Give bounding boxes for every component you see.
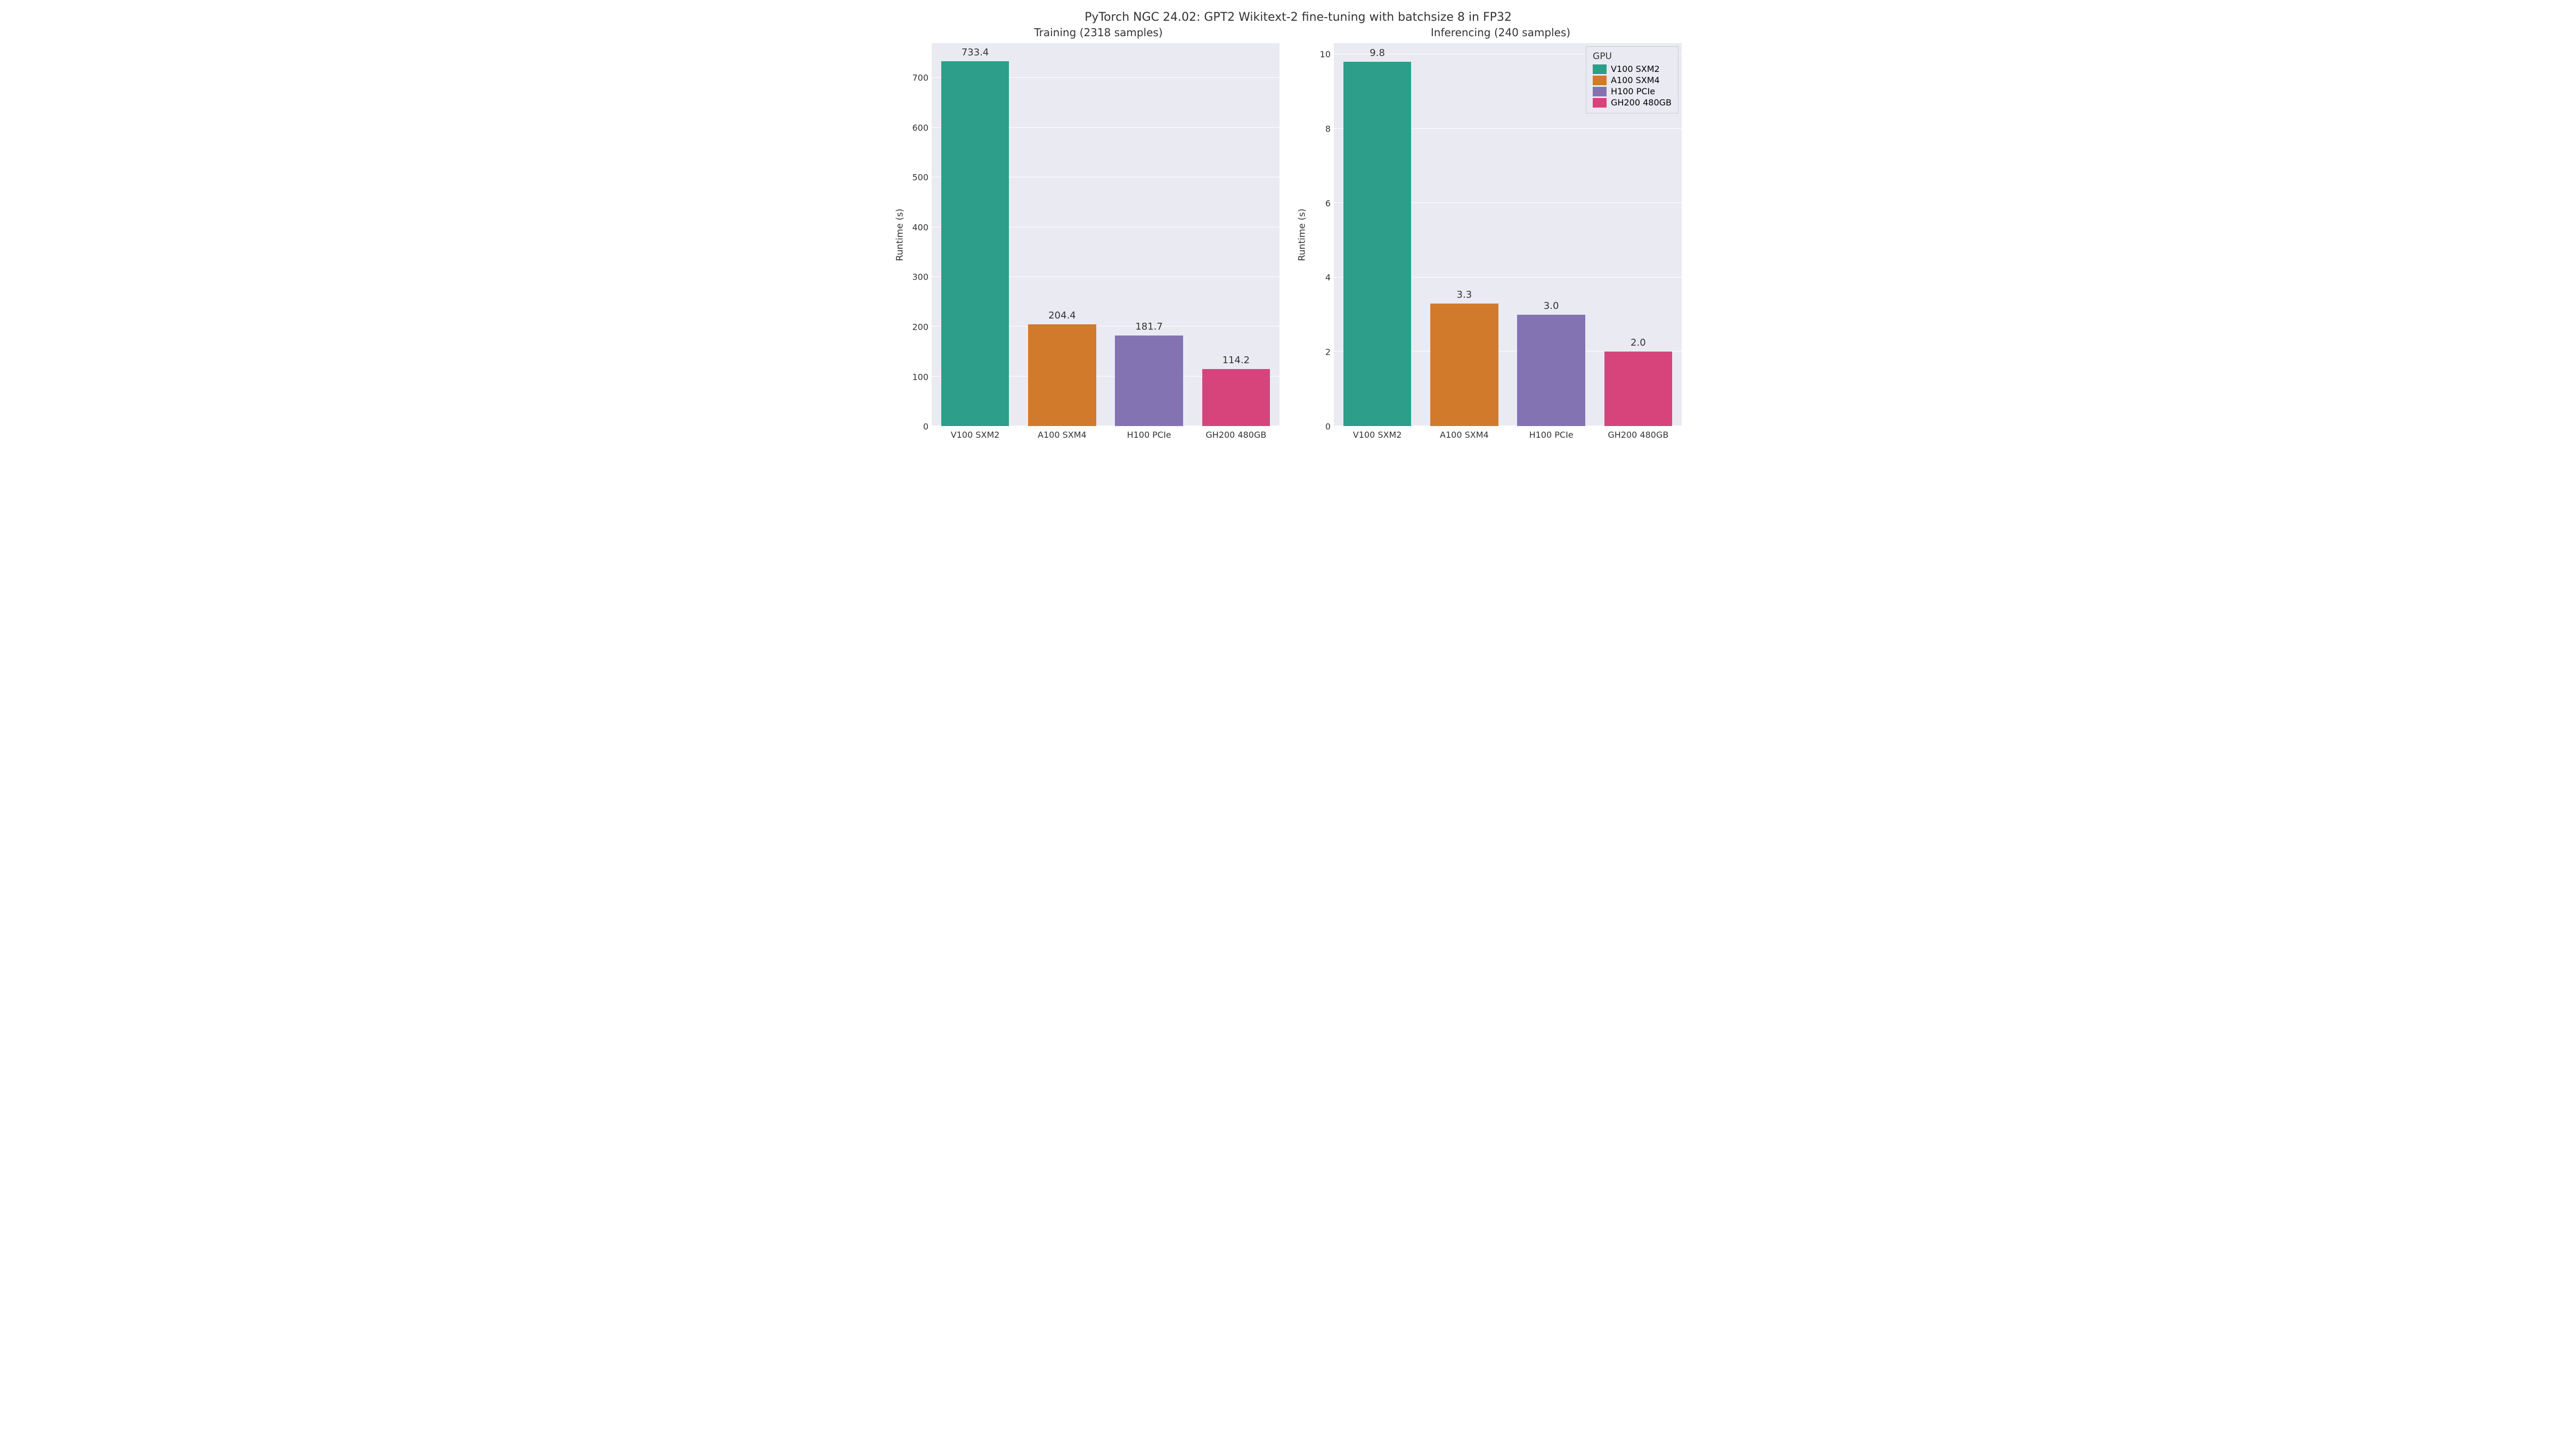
bar-slot: 181.7 <box>1106 43 1193 426</box>
bar: 114.2 <box>1202 369 1270 426</box>
legend-swatch <box>1593 98 1607 108</box>
ytick-label: 6 <box>1325 198 1331 208</box>
ytick-label: 4 <box>1325 273 1331 283</box>
bar-value-label: 3.3 <box>1457 289 1472 304</box>
panel-title: Training (2318 samples) <box>917 26 1280 39</box>
ytick-label: 0 <box>1325 422 1331 432</box>
ytick-label: 400 <box>912 222 928 232</box>
plot-row: Runtime (s)02468109.83.33.02.0GPUV100 SX… <box>1295 43 1682 427</box>
ytick-column: 0100200300400500600700 <box>906 43 932 427</box>
figure-suptitle: PyTorch NGC 24.02: GPT2 Wikitext-2 fine-… <box>915 11 1682 24</box>
xtick-label: H100 PCIe <box>1508 427 1595 440</box>
ytick-label: 100 <box>912 372 928 382</box>
y-axis-label: Runtime (s) <box>894 209 905 261</box>
xtick-label: V100 SXM2 <box>932 427 1018 440</box>
ylabel-cell: Runtime (s) <box>1295 43 1308 427</box>
ytick-label: 10 <box>1320 49 1331 59</box>
xtick-label: V100 SXM2 <box>1334 427 1421 440</box>
legend-item: V100 SXM2 <box>1593 64 1672 74</box>
bar-value-label: 733.4 <box>961 47 989 61</box>
figure: PyTorch NGC 24.02: GPT2 Wikitext-2 fine-… <box>893 11 1682 440</box>
ytick-label: 2 <box>1325 347 1331 357</box>
legend-swatch <box>1593 64 1607 74</box>
ytick-label: 700 <box>912 73 928 83</box>
legend-label: V100 SXM2 <box>1611 64 1660 74</box>
legend-swatch <box>1593 87 1607 96</box>
bar-slot: 3.0 <box>1508 43 1595 426</box>
bar: 3.0 <box>1517 315 1585 426</box>
xtick-label: GH200 480GB <box>1193 427 1280 440</box>
legend-title: GPU <box>1593 51 1672 62</box>
ytick-label: 300 <box>912 272 928 282</box>
panel-0: Training (2318 samples) Runtime (s) 0 100 20… <box>893 26 1280 440</box>
panel-1: Inferencing (240 samples) Runtime (s) 0 2 4 6… <box>1295 26 1682 440</box>
bar-value-label: 9.8 <box>1370 47 1385 62</box>
bar-slot: 204.4 <box>1018 43 1105 426</box>
legend-swatch <box>1593 76 1607 85</box>
legend-label: GH200 480GB <box>1611 97 1672 108</box>
bar: 3.3 <box>1430 304 1498 426</box>
panels-container: Training (2318 samples)Runtime (s)010020… <box>893 26 1682 440</box>
legend-item: H100 PCIe <box>1593 86 1672 96</box>
xtick-label: A100 SXM4 <box>1421 427 1507 440</box>
bar: 733.4 <box>941 61 1009 426</box>
ytick-label: 200 <box>912 322 928 332</box>
ylabel-cell: Runtime (s) <box>893 43 906 427</box>
bar-value-label: 204.4 <box>1048 310 1076 324</box>
y-axis-label: Runtime (s) <box>1297 209 1307 261</box>
xtick-row: V100 SXM2A100 SXM4H100 PCIeGH200 480GB <box>932 427 1280 440</box>
bar-slot: 9.8 <box>1334 43 1421 426</box>
xtick-label: A100 SXM4 <box>1018 427 1105 440</box>
bar-value-label: 3.0 <box>1544 300 1559 315</box>
bar: 204.4 <box>1028 324 1096 426</box>
bar-value-label: 2.0 <box>1631 337 1646 351</box>
xtick-row: V100 SXM2A100 SXM4H100 PCIeGH200 480GB <box>1334 427 1682 440</box>
bar-value-label: 114.2 <box>1223 355 1250 369</box>
ytick-label: 8 <box>1325 124 1331 134</box>
bar-value-label: 181.7 <box>1135 321 1163 336</box>
panel-title: Inferencing (240 samples) <box>1319 26 1682 39</box>
ytick-label: 600 <box>912 122 928 133</box>
ytick-label: 500 <box>912 173 928 183</box>
bar-slot: 3.3 <box>1421 43 1507 426</box>
bar-slot: 114.2 <box>1193 43 1280 426</box>
legend-item: GH200 480GB <box>1593 97 1672 108</box>
ytick-label: 0 <box>923 422 928 432</box>
plot-area: 733.4 204.4 181.7 114.2 <box>932 43 1280 427</box>
ytick-column: 0246810 <box>1308 43 1334 427</box>
legend-label: H100 PCIe <box>1611 86 1655 96</box>
bars-container: 733.4 204.4 181.7 114.2 <box>932 43 1280 426</box>
bar: 2.0 <box>1604 351 1672 426</box>
xtick-label: GH200 480GB <box>1595 427 1682 440</box>
legend-item: A100 SXM4 <box>1593 75 1672 85</box>
plot-row: Runtime (s)0100200300400500600700733.420… <box>893 43 1280 427</box>
bar: 9.8 <box>1343 62 1411 426</box>
xtick-label: H100 PCIe <box>1106 427 1193 440</box>
bar: 181.7 <box>1115 336 1183 426</box>
bar-slot: 733.4 <box>932 43 1018 426</box>
legend-label: A100 SXM4 <box>1611 75 1660 85</box>
plot-area: 9.8 3.3 3.0 2.0 GPU V100 SXM2A100 SXM4H100 PC… <box>1334 43 1682 427</box>
legend: GPU V100 SXM2A100 SXM4H100 PCIeGH200 480G… <box>1586 46 1678 113</box>
